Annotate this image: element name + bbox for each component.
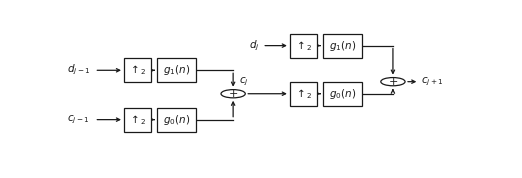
Bar	[124, 58, 151, 82]
Text: $d_{j-1}$: $d_{j-1}$	[67, 63, 91, 77]
Bar	[290, 34, 317, 58]
Text: $g_0(n)$: $g_0(n)$	[163, 113, 191, 127]
Text: $\uparrow_2$: $\uparrow_2$	[294, 39, 313, 53]
Circle shape	[221, 90, 245, 98]
Bar	[158, 108, 196, 132]
Text: $g_1(n)$: $g_1(n)$	[163, 63, 191, 77]
Bar	[323, 82, 362, 106]
Bar	[323, 34, 362, 58]
Text: $d_j$: $d_j$	[250, 38, 260, 53]
Text: $c_{j+1}$: $c_{j+1}$	[421, 75, 444, 88]
Bar	[158, 58, 196, 82]
Text: $c_{j-1}$: $c_{j-1}$	[67, 113, 90, 126]
Text: $+$: $+$	[388, 76, 398, 87]
Text: $g_1(n)$: $g_1(n)$	[329, 39, 356, 53]
Bar	[124, 108, 151, 132]
Text: $\uparrow_2$: $\uparrow_2$	[128, 64, 147, 77]
Text: $\uparrow_2$: $\uparrow_2$	[294, 87, 313, 101]
Text: $\uparrow_2$: $\uparrow_2$	[128, 113, 147, 127]
Text: $+$: $+$	[228, 88, 238, 99]
Text: $g_0(n)$: $g_0(n)$	[329, 87, 356, 101]
Bar	[290, 82, 317, 106]
Circle shape	[381, 78, 405, 86]
Text: $c_j$: $c_j$	[239, 76, 249, 88]
